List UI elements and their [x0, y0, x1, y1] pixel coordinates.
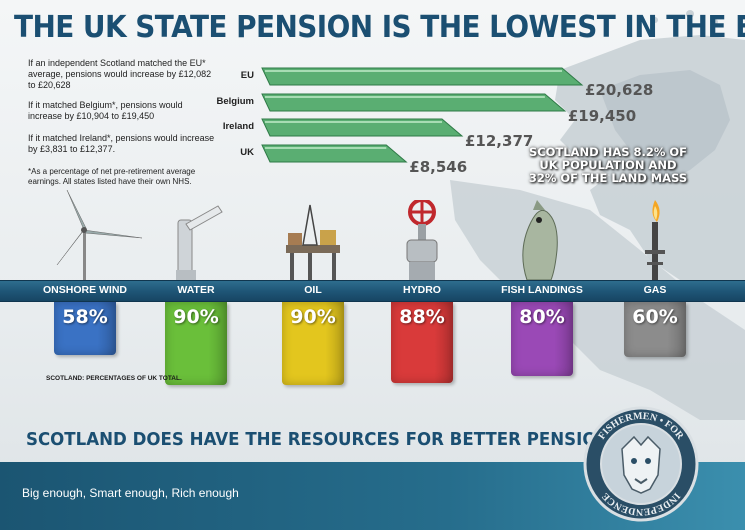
- resource-percent: 60%: [632, 306, 678, 328]
- resource-percent: 90%: [290, 306, 336, 328]
- pension-category-label: UK: [240, 147, 254, 158]
- resource-percent: 88%: [399, 306, 445, 328]
- pension-bar: [261, 144, 408, 163]
- pension-bar: [261, 118, 464, 137]
- resource-percent: 90%: [173, 306, 219, 328]
- pension-value-label: £12,377: [465, 132, 533, 150]
- note-eu: If an independent Scotland matched the E…: [28, 58, 212, 90]
- resource-percent: 80%: [519, 306, 565, 328]
- resource-bar: [511, 302, 573, 376]
- resource-label: WATER: [177, 284, 215, 296]
- fish-icon: [507, 200, 577, 285]
- pension-value-label: £19,450: [568, 107, 636, 125]
- pension-category-label: Belgium: [217, 96, 254, 107]
- pension-bar: [261, 67, 584, 86]
- resource-percent: 58%: [62, 306, 108, 328]
- resource-label: GAS: [643, 284, 667, 296]
- resource-bar: [624, 302, 686, 358]
- pension-value-label: £8,546: [409, 158, 467, 176]
- footer-text: Big enough, Smart enough, Rich enough: [22, 486, 239, 500]
- note-ireland: If it matched Ireland*, pensions would i…: [28, 133, 215, 154]
- pension-category-label: EU: [241, 70, 254, 81]
- resource-bar: [54, 302, 116, 356]
- resource-label: ONSHORE WIND: [43, 284, 127, 296]
- resource-label: HYDRO: [403, 284, 441, 296]
- wind-turbine-icon: [47, 189, 147, 285]
- page-title: THE UK STATE PENSION IS THE LOWEST IN TH…: [14, 10, 745, 45]
- resource-bar: [391, 302, 453, 383]
- oil-rig-icon: [278, 200, 348, 285]
- resource-bar: [282, 302, 344, 385]
- pension-value-label: £20,628: [585, 81, 653, 99]
- resource-band: [0, 280, 745, 302]
- population-note: SCOTLAND HAS 8.2% OF UK POPULATION AND 3…: [528, 145, 688, 185]
- fishermen-emblem: FISHERMEN • FOR INDEPENDENCE: [583, 406, 699, 522]
- pension-bar: [261, 93, 567, 112]
- pension-category-label: Ireland: [223, 121, 254, 132]
- note-belgium: If it matched Belgium*, pensions would i…: [28, 100, 183, 121]
- resource-bar: [165, 302, 227, 385]
- slogan: SCOTLAND DOES HAVE THE RESOURCES FOR BET…: [26, 430, 623, 450]
- pension-bar-chart: EU £20,628 Belgium £19,450 Ireland £12,377 UK £…: [217, 67, 653, 176]
- resource-label: FISH LANDINGS: [501, 284, 583, 296]
- note-footnote: *As a percentage of net pre-retirement a…: [28, 167, 196, 186]
- scotland-note: SCOTLAND: PERCENTAGES OF UK TOTAL.: [46, 375, 182, 382]
- valve-icon: [387, 198, 457, 285]
- gas-flare-icon: [635, 200, 675, 285]
- tap-icon: [156, 200, 236, 285]
- resource-label: OIL: [304, 284, 322, 296]
